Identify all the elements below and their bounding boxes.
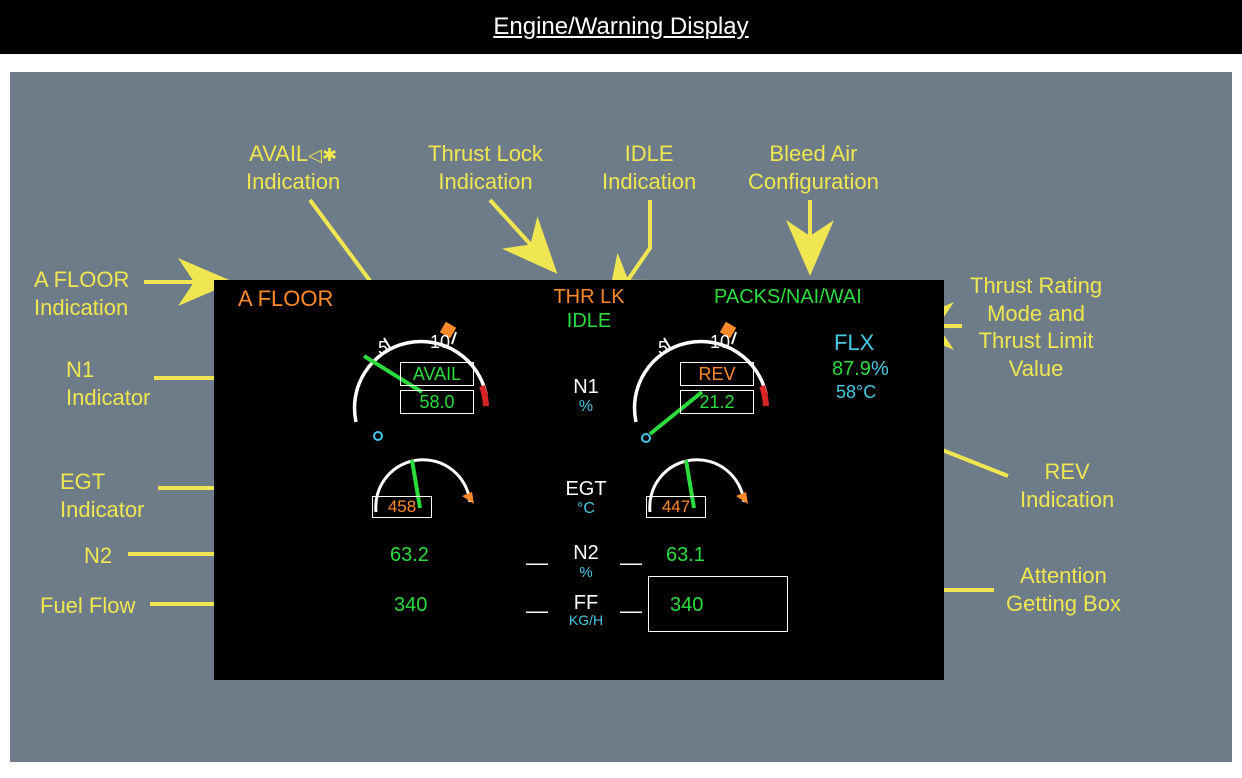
diagram-panel: AVAIL◁✱ Indication Thrust Lock Indicatio…	[10, 72, 1232, 762]
callout-thrust-rating-l1: Thrust Rating	[970, 273, 1102, 298]
callout-thrust-rating: Thrust Rating Mode and Thrust Limit Valu…	[970, 272, 1102, 382]
egt-right-box: 447	[646, 496, 706, 518]
callout-avail: AVAIL◁✱ Indication	[246, 140, 340, 195]
callout-rev: REV Indication	[1020, 458, 1114, 513]
callout-thrust-lock-line1: Thrust Lock	[428, 141, 543, 166]
n1-gauge-left-10: 10	[430, 332, 450, 353]
engine-display: A FLOOR THR LK IDLE PACKS/NAI/WAI FLX 87…	[214, 280, 944, 680]
disp-flx: FLX	[834, 330, 874, 356]
disp-ff-unit: KG/H	[556, 612, 616, 628]
avail-box-text: AVAIL	[401, 363, 473, 385]
disp-flx-pct: 87.9%	[832, 358, 889, 381]
rev-box: REV	[680, 362, 754, 386]
callout-attention: Attention Getting Box	[1006, 562, 1121, 617]
callout-n1-line1: N1	[66, 357, 94, 382]
disp-egt-unit: °C	[564, 500, 608, 518]
callout-thrust-rating-l2: Mode and	[987, 301, 1085, 326]
dash-n2-r: —	[620, 550, 642, 576]
egt-left-box: 458	[372, 496, 432, 518]
callout-avail-line1: AVAIL	[249, 141, 308, 166]
callout-rev-line1: REV	[1044, 459, 1089, 484]
dash-ff-r: —	[620, 598, 642, 624]
callout-idle: IDLE Indication	[602, 140, 696, 195]
callout-egt: EGT Indicator	[60, 468, 144, 523]
disp-n2-unit: %	[566, 564, 606, 581]
callout-thrust-rating-l4: Value	[1009, 356, 1064, 381]
disp-n2-label: N2	[564, 542, 608, 565]
disp-egt-label: EGT	[560, 478, 612, 501]
callout-avail-line2: Indication	[246, 169, 340, 194]
disp-flx-pct-val: 87.9	[832, 358, 871, 380]
disp-a-floor: A FLOOR	[238, 286, 333, 312]
n1-gauge-right-10: 10	[710, 332, 730, 353]
callout-n2: N2	[84, 542, 112, 570]
callout-egt-line2: Indicator	[60, 497, 144, 522]
n2-right-value: 63.1	[666, 544, 705, 567]
callout-a-floor-line1: A FLOOR	[34, 267, 129, 292]
n1-left-value-box: 58.0	[400, 390, 474, 414]
n2-left-value: 63.2	[390, 544, 429, 567]
disp-flx-pct-sym: %	[871, 358, 889, 380]
n1-gauge-right-5: 5	[658, 338, 668, 359]
egt-left-value: 458	[373, 497, 431, 517]
callout-n1: N1 Indicator	[66, 356, 150, 411]
n1-right-value: 21.2	[681, 391, 753, 413]
dash-n2-l: —	[526, 550, 548, 576]
title-bar: Engine/Warning Display	[0, 0, 1242, 54]
callout-idle-line1: IDLE	[625, 141, 674, 166]
n1-left-value: 58.0	[401, 391, 473, 413]
attention-getting-box	[648, 576, 788, 632]
callout-bleed: Bleed Air Configuration	[748, 140, 879, 195]
ff-left-value: 340	[394, 594, 427, 617]
rev-box-text: REV	[681, 363, 753, 385]
egt-gauge-left	[362, 450, 492, 530]
callout-bleed-line1: Bleed Air	[769, 141, 857, 166]
callout-thrust-lock: Thrust Lock Indication	[428, 140, 543, 195]
callout-bleed-line2: Configuration	[748, 169, 879, 194]
callout-ff: Fuel Flow	[40, 592, 135, 620]
callout-n1-line2: Indicator	[66, 385, 150, 410]
disp-n1-label: N1	[566, 376, 606, 399]
callout-thrust-lock-line2: Indication	[438, 169, 532, 194]
callout-a-floor: A FLOOR Indication	[34, 266, 129, 321]
egt-right-value: 447	[647, 497, 705, 517]
n1-gauge-left-5: 5	[378, 338, 388, 359]
n1-right-value-box: 21.2	[680, 390, 754, 414]
callout-rev-line2: Indication	[1020, 487, 1114, 512]
page-title: Engine/Warning Display	[493, 13, 748, 41]
avail-box: AVAIL	[400, 362, 474, 386]
callout-egt-line1: EGT	[60, 469, 105, 494]
callout-idle-line2: Indication	[602, 169, 696, 194]
callout-thrust-rating-l3: Thrust Limit	[979, 328, 1094, 353]
callout-attn-line2: Getting Box	[1006, 591, 1121, 616]
egt-gauge-right	[636, 450, 766, 530]
dash-ff-l: —	[526, 598, 548, 624]
callout-a-floor-line2: Indication	[34, 295, 128, 320]
callout-attn-line1: Attention	[1020, 563, 1107, 588]
disp-n1-unit: %	[566, 398, 606, 416]
disp-flx-temp: 58°C	[836, 382, 876, 403]
